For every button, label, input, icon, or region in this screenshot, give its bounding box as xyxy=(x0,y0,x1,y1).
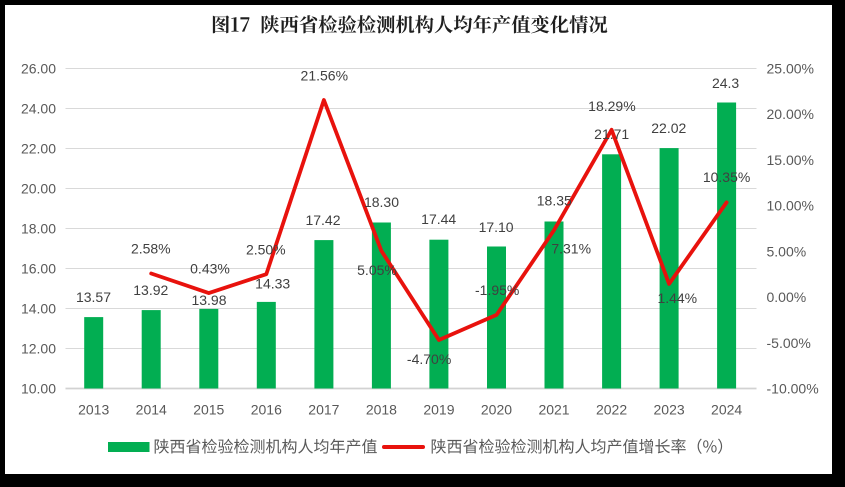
svg-text:2020: 2020 xyxy=(481,402,512,418)
svg-text:18.30: 18.30 xyxy=(364,194,399,210)
svg-text:1.44%: 1.44% xyxy=(657,290,697,306)
svg-text:22.02: 22.02 xyxy=(651,120,686,136)
svg-text:18.35: 18.35 xyxy=(537,193,572,209)
svg-text:2022: 2022 xyxy=(596,402,627,418)
svg-text:17.44: 17.44 xyxy=(421,211,456,227)
svg-text:16.00: 16.00 xyxy=(21,261,56,277)
svg-text:5.00%: 5.00% xyxy=(767,243,807,259)
svg-text:21.56%: 21.56% xyxy=(301,67,348,83)
svg-text:2021: 2021 xyxy=(538,402,569,418)
svg-text:-4.70%: -4.70% xyxy=(407,351,451,367)
svg-text:14.33: 14.33 xyxy=(255,275,290,291)
svg-text:20.00: 20.00 xyxy=(21,181,56,197)
svg-text:2.58%: 2.58% xyxy=(131,241,171,257)
svg-text:13.98: 13.98 xyxy=(191,292,226,308)
svg-text:2016: 2016 xyxy=(251,402,282,418)
svg-text:0.43%: 0.43% xyxy=(190,261,230,277)
svg-text:2013: 2013 xyxy=(78,402,109,418)
svg-text:2015: 2015 xyxy=(193,402,224,418)
svg-text:2.50%: 2.50% xyxy=(246,242,286,258)
svg-text:25.00%: 25.00% xyxy=(767,61,814,77)
svg-text:7.31%: 7.31% xyxy=(551,241,591,257)
svg-text:13.92: 13.92 xyxy=(133,282,168,298)
svg-text:2023: 2023 xyxy=(654,402,685,418)
svg-text:20.00%: 20.00% xyxy=(767,106,814,122)
svg-text:5.05%: 5.05% xyxy=(357,262,397,278)
svg-text:-10.00%: -10.00% xyxy=(767,381,819,397)
svg-text:14.00: 14.00 xyxy=(21,301,56,317)
svg-text:10.00: 10.00 xyxy=(21,381,56,397)
svg-text:21.71: 21.71 xyxy=(594,126,629,142)
svg-text:10.35%: 10.35% xyxy=(703,169,750,185)
svg-text:17.10: 17.10 xyxy=(479,219,514,235)
svg-text:2019: 2019 xyxy=(423,402,454,418)
svg-text:2017: 2017 xyxy=(308,402,339,418)
svg-text:0.00%: 0.00% xyxy=(767,289,807,305)
svg-text:22.00: 22.00 xyxy=(21,141,56,157)
svg-text:24.3: 24.3 xyxy=(712,75,739,91)
svg-text:2024: 2024 xyxy=(711,402,742,418)
svg-text:15.00%: 15.00% xyxy=(767,152,814,168)
svg-text:17.42: 17.42 xyxy=(305,212,340,228)
svg-text:2018: 2018 xyxy=(366,402,397,418)
svg-text:10.00%: 10.00% xyxy=(767,198,814,214)
svg-text:-1.95%: -1.95% xyxy=(475,282,519,298)
svg-text:26.00: 26.00 xyxy=(21,61,56,77)
svg-text:18.00: 18.00 xyxy=(21,221,56,237)
svg-text:13.57: 13.57 xyxy=(76,289,111,305)
svg-text:18.29%: 18.29% xyxy=(588,98,635,114)
svg-text:24.00: 24.00 xyxy=(21,101,56,117)
svg-text:12.00: 12.00 xyxy=(21,341,56,357)
svg-text:2014: 2014 xyxy=(136,402,167,418)
svg-text:-5.00%: -5.00% xyxy=(767,335,811,351)
